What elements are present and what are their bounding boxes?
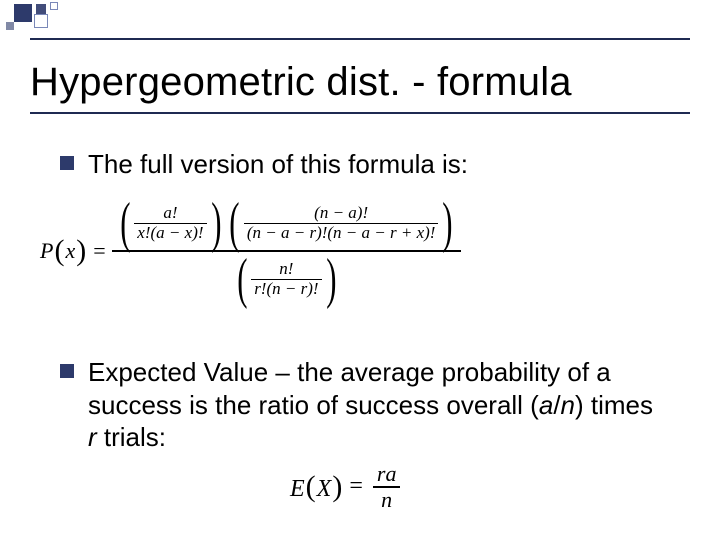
formula-main-fraction: ( a! x!(a − x)! ) ( (n − a)! (n − a − r)… — [112, 196, 461, 306]
formula-ev: E(X) = ra n — [290, 462, 400, 512]
sym-X: X — [317, 476, 332, 502]
bullet-icon — [60, 364, 74, 378]
sym-x: x — [65, 238, 75, 264]
bullet-1: The full version of this formula is: — [60, 148, 468, 181]
sym-eq: = — [87, 238, 111, 264]
header-rule — [30, 38, 690, 40]
formula-px: P ( x ) = ( a! x!(a − x)! ) ( (n − a)! — [40, 196, 461, 306]
slide-title: Hypergeometric dist. - formula — [30, 60, 572, 105]
bullet-2-text: Expected Value – the average probability… — [88, 356, 668, 454]
title-rule — [30, 112, 690, 114]
header-decoration — [0, 0, 720, 36]
bullet-icon — [60, 156, 74, 170]
bullet-1-text: The full version of this formula is: — [88, 148, 468, 181]
sym-E: E — [290, 476, 305, 502]
bullet-2: Expected Value – the average probability… — [60, 356, 668, 454]
sym-P: P — [40, 238, 53, 264]
